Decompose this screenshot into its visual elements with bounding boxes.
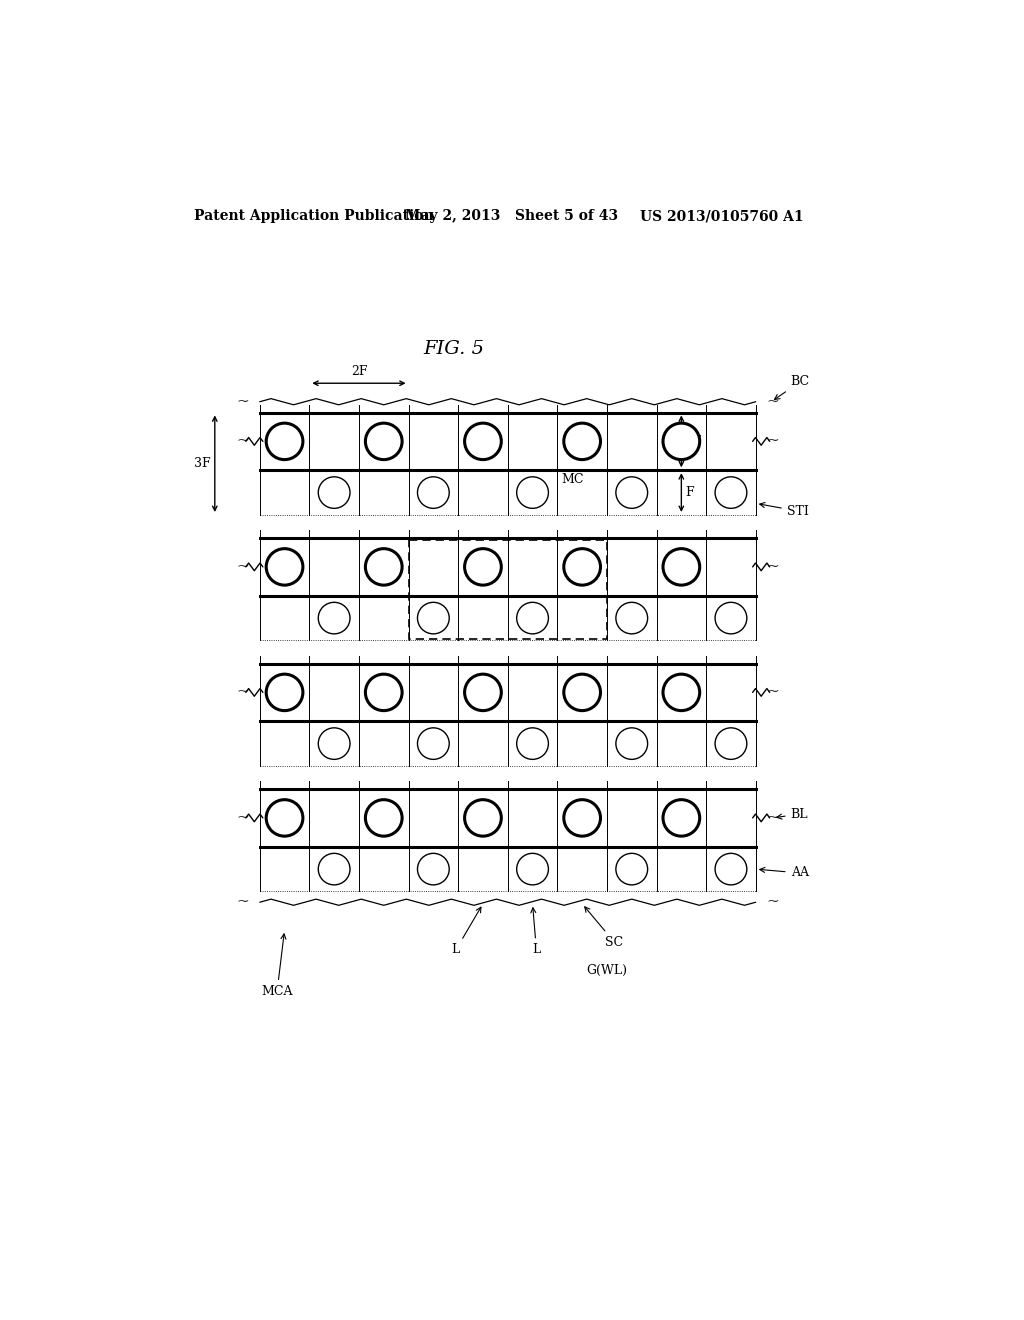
Text: MCA: MCA	[261, 935, 293, 998]
Circle shape	[418, 853, 450, 884]
Circle shape	[266, 424, 303, 459]
Circle shape	[715, 727, 746, 759]
Circle shape	[615, 853, 647, 884]
Text: L: L	[530, 908, 541, 957]
Text: BC: BC	[774, 375, 810, 400]
Circle shape	[663, 675, 699, 710]
Circle shape	[418, 727, 450, 759]
Text: 2F: 2F	[685, 434, 701, 447]
Circle shape	[465, 549, 502, 585]
Text: FIG. 5: FIG. 5	[423, 339, 484, 358]
Circle shape	[418, 602, 450, 634]
Circle shape	[318, 853, 350, 884]
Circle shape	[517, 477, 549, 508]
Text: US 2013/0105760 A1: US 2013/0105760 A1	[640, 209, 803, 223]
Text: SC: SC	[585, 907, 624, 949]
Text: F: F	[685, 486, 694, 499]
Circle shape	[564, 424, 600, 459]
Circle shape	[564, 549, 600, 585]
Circle shape	[465, 800, 502, 836]
Circle shape	[266, 549, 303, 585]
Circle shape	[366, 549, 402, 585]
Circle shape	[318, 602, 350, 634]
Text: ~: ~	[766, 810, 779, 825]
Circle shape	[266, 675, 303, 710]
Circle shape	[366, 800, 402, 836]
Circle shape	[318, 727, 350, 759]
Text: ~: ~	[237, 434, 249, 449]
Text: BL: BL	[777, 808, 808, 821]
Text: L: L	[452, 907, 481, 957]
Circle shape	[366, 675, 402, 710]
Text: G(WL): G(WL)	[586, 964, 627, 977]
Circle shape	[715, 477, 746, 508]
Circle shape	[615, 602, 647, 634]
Circle shape	[615, 477, 647, 508]
Circle shape	[715, 853, 746, 884]
Circle shape	[418, 477, 450, 508]
Text: ~: ~	[237, 810, 249, 825]
Text: STI: STI	[760, 503, 809, 517]
Text: ~: ~	[237, 560, 249, 574]
Circle shape	[266, 800, 303, 836]
Circle shape	[663, 549, 699, 585]
Text: MC: MC	[561, 473, 584, 486]
Circle shape	[465, 424, 502, 459]
Circle shape	[663, 424, 699, 459]
Text: AA: AA	[760, 866, 809, 879]
Text: 2F: 2F	[350, 364, 368, 378]
Text: 3F: 3F	[195, 457, 211, 470]
Text: May 2, 2013   Sheet 5 of 43: May 2, 2013 Sheet 5 of 43	[406, 209, 618, 223]
Circle shape	[517, 602, 549, 634]
Text: ~: ~	[237, 685, 249, 700]
Circle shape	[318, 477, 350, 508]
Text: Patent Application Publication: Patent Application Publication	[194, 209, 433, 223]
Circle shape	[663, 800, 699, 836]
Circle shape	[564, 675, 600, 710]
Text: ~: ~	[237, 395, 249, 409]
Circle shape	[465, 675, 502, 710]
Circle shape	[715, 602, 746, 634]
Circle shape	[615, 727, 647, 759]
Text: ~: ~	[766, 685, 779, 700]
Circle shape	[564, 800, 600, 836]
Text: ~: ~	[766, 560, 779, 574]
Circle shape	[517, 727, 549, 759]
Circle shape	[517, 853, 549, 884]
Text: ~: ~	[237, 895, 249, 909]
Text: ~: ~	[766, 895, 779, 909]
Text: ~: ~	[766, 434, 779, 449]
Text: ~: ~	[766, 395, 779, 409]
Bar	[409, 540, 607, 639]
Circle shape	[366, 424, 402, 459]
